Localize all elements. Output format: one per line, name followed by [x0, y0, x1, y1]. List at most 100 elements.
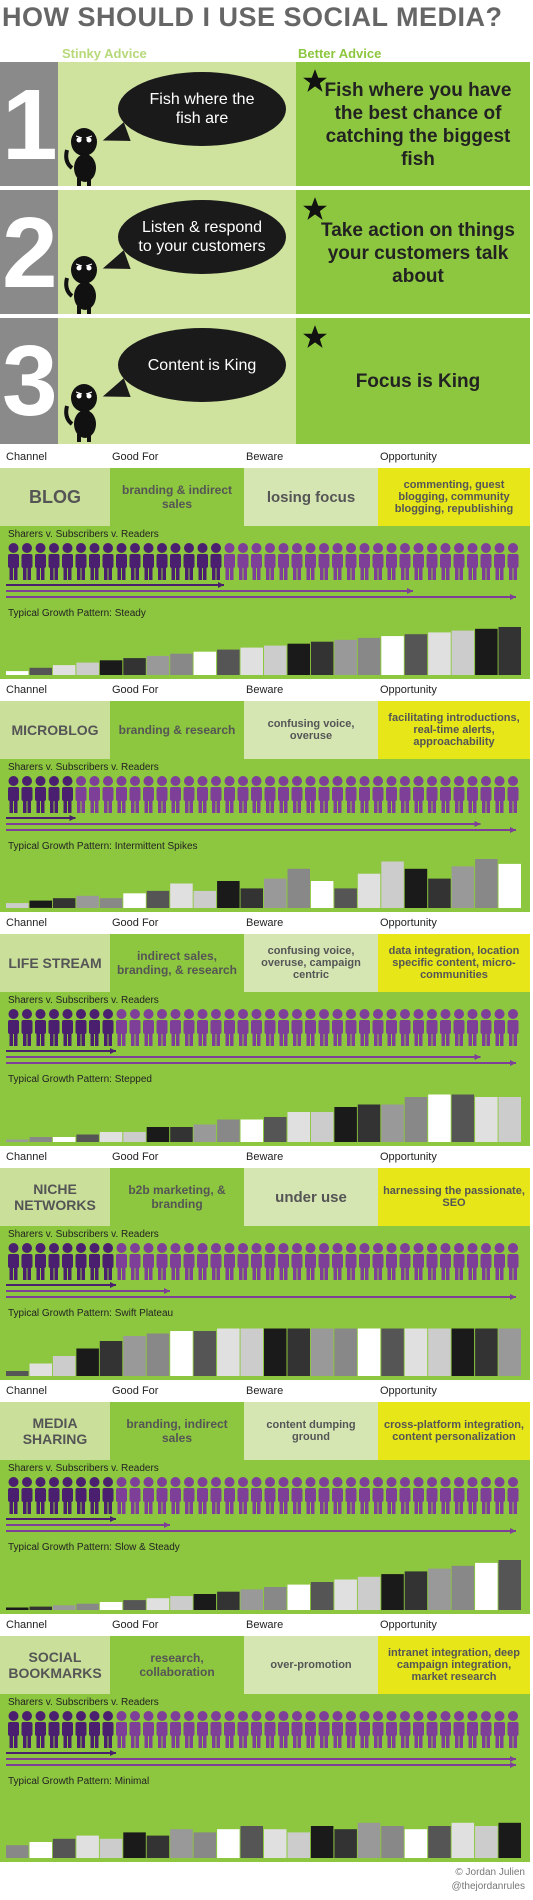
person-icon [359, 1711, 370, 1748]
channel-name: SOCIAL BOOKMARKS [0, 1636, 110, 1694]
growth-bar [170, 1331, 193, 1376]
growth-bar [310, 1582, 334, 1610]
readers-arrow [6, 1528, 516, 1534]
channel-header: Channel [6, 451, 47, 463]
growth-bar [217, 1328, 240, 1376]
sharers-label: Sharers v. Subscribers v. Readers [8, 995, 159, 1006]
subscribers-arrow [6, 1756, 516, 1762]
person-icon [264, 776, 276, 813]
growth-bar [381, 1328, 404, 1376]
sharers-label: Sharers v. Subscribers v. Readers [8, 1463, 159, 1474]
person-icon [345, 543, 357, 580]
person-icon [264, 1477, 276, 1514]
column-headers: Channel Good For Beware Opportunity [0, 1146, 530, 1168]
person-icon [116, 1477, 127, 1514]
growth-bar [99, 660, 123, 675]
stinky-advice-cell: Content is King [58, 318, 296, 444]
growth-bar [6, 671, 29, 675]
person-icon [386, 776, 397, 813]
better-advice-cell: Take action on things your customers tal… [296, 190, 530, 316]
person-icon [210, 1009, 222, 1046]
growth-pattern-bars [6, 1094, 521, 1142]
person-icon [8, 1009, 19, 1046]
person-icon [372, 1711, 384, 1748]
beware-header: Beware [246, 1619, 284, 1631]
growth-bar [428, 1826, 451, 1858]
readers-arrow [6, 1294, 516, 1300]
person-icon [35, 776, 46, 813]
growth-bar [428, 1094, 451, 1142]
person-icon [143, 1477, 154, 1514]
growth-bar [170, 1829, 193, 1858]
credit: © Jordan Julien @thejordanrules [451, 1866, 525, 1894]
growth-bar [287, 1832, 310, 1858]
growth-bar [217, 1591, 240, 1610]
growth-bar [287, 1112, 310, 1142]
growth-bar [334, 1829, 357, 1858]
growth-bar [240, 1328, 263, 1376]
opportunity-header: Opportunity [380, 1619, 437, 1631]
stinky-advice-cell: Listen & respond to your customers [58, 190, 296, 316]
person-icon [345, 1711, 357, 1748]
person-icon [170, 1477, 181, 1514]
sharers-label: Sharers v. Subscribers v. Readers [8, 529, 159, 540]
person-icon [21, 1009, 33, 1046]
person-icon [143, 1243, 154, 1280]
beware-cell: content dumping ground [244, 1402, 378, 1460]
person-icon [237, 543, 249, 580]
person-icon [183, 543, 195, 580]
growth-bar [428, 1568, 451, 1610]
growth-bar [310, 881, 334, 908]
person-icon [237, 1477, 249, 1514]
growth-bar [404, 634, 428, 675]
growth-bar [357, 637, 381, 675]
person-icon [359, 543, 370, 580]
growth-bar [404, 1097, 428, 1142]
growth-bar [498, 1822, 521, 1858]
beware-cell: confusing voice, overuse, campaign centr… [244, 934, 378, 992]
person-icon [170, 1243, 181, 1280]
growth-bar [357, 1328, 381, 1376]
better-advice-text: Fish where you have the best chance of c… [324, 80, 512, 170]
opportunity-header: Opportunity [380, 684, 437, 696]
growth-label: Typical Growth Pattern: Steady [8, 608, 146, 619]
person-icon [62, 1243, 73, 1280]
person-icon [372, 1477, 384, 1514]
person-icon [453, 1009, 465, 1046]
person-icon [62, 543, 73, 580]
beware-header: Beware [246, 917, 284, 929]
person-icon [21, 1711, 33, 1748]
person-icon [291, 1243, 303, 1280]
growth-bar [404, 1571, 428, 1610]
person-icon [413, 776, 424, 813]
person-icon [332, 1477, 343, 1514]
growth-bar [240, 647, 263, 675]
person-icon [89, 1009, 100, 1046]
speech-tail-icon [99, 250, 131, 278]
growth-pattern: Intermittent Spikes [114, 841, 198, 852]
growth-label: Typical Growth Pattern: Intermittent Spi… [8, 841, 198, 852]
person-icon [129, 1477, 141, 1514]
metrics-panel: Sharers v. Subscribers v. Readers Typica… [0, 526, 530, 679]
sharers-subscribers-readers-arrows [6, 1048, 516, 1066]
person-icon [197, 1477, 208, 1514]
person-icon [197, 1009, 208, 1046]
growth-bar [123, 1336, 146, 1376]
sharers-subscribers-readers-arrows [6, 815, 516, 833]
good-for-cell: branding, indirect sales [110, 1402, 244, 1460]
person-icon [143, 543, 154, 580]
person-icon [399, 1009, 411, 1046]
growth-bar [381, 1104, 404, 1142]
person-icon [318, 1711, 330, 1748]
growth-bar [6, 1139, 29, 1142]
person-icon [332, 1711, 343, 1748]
growth-bar [451, 1328, 475, 1376]
person-icon [224, 1477, 235, 1514]
growth-bar [146, 1127, 170, 1142]
growth-bar [310, 1328, 334, 1376]
growth-bar [29, 1137, 52, 1142]
sharers-subscribers-readers-arrows [6, 582, 516, 600]
growth-bar [451, 1094, 475, 1142]
growth-bar [146, 1835, 170, 1858]
person-icon [197, 1243, 208, 1280]
